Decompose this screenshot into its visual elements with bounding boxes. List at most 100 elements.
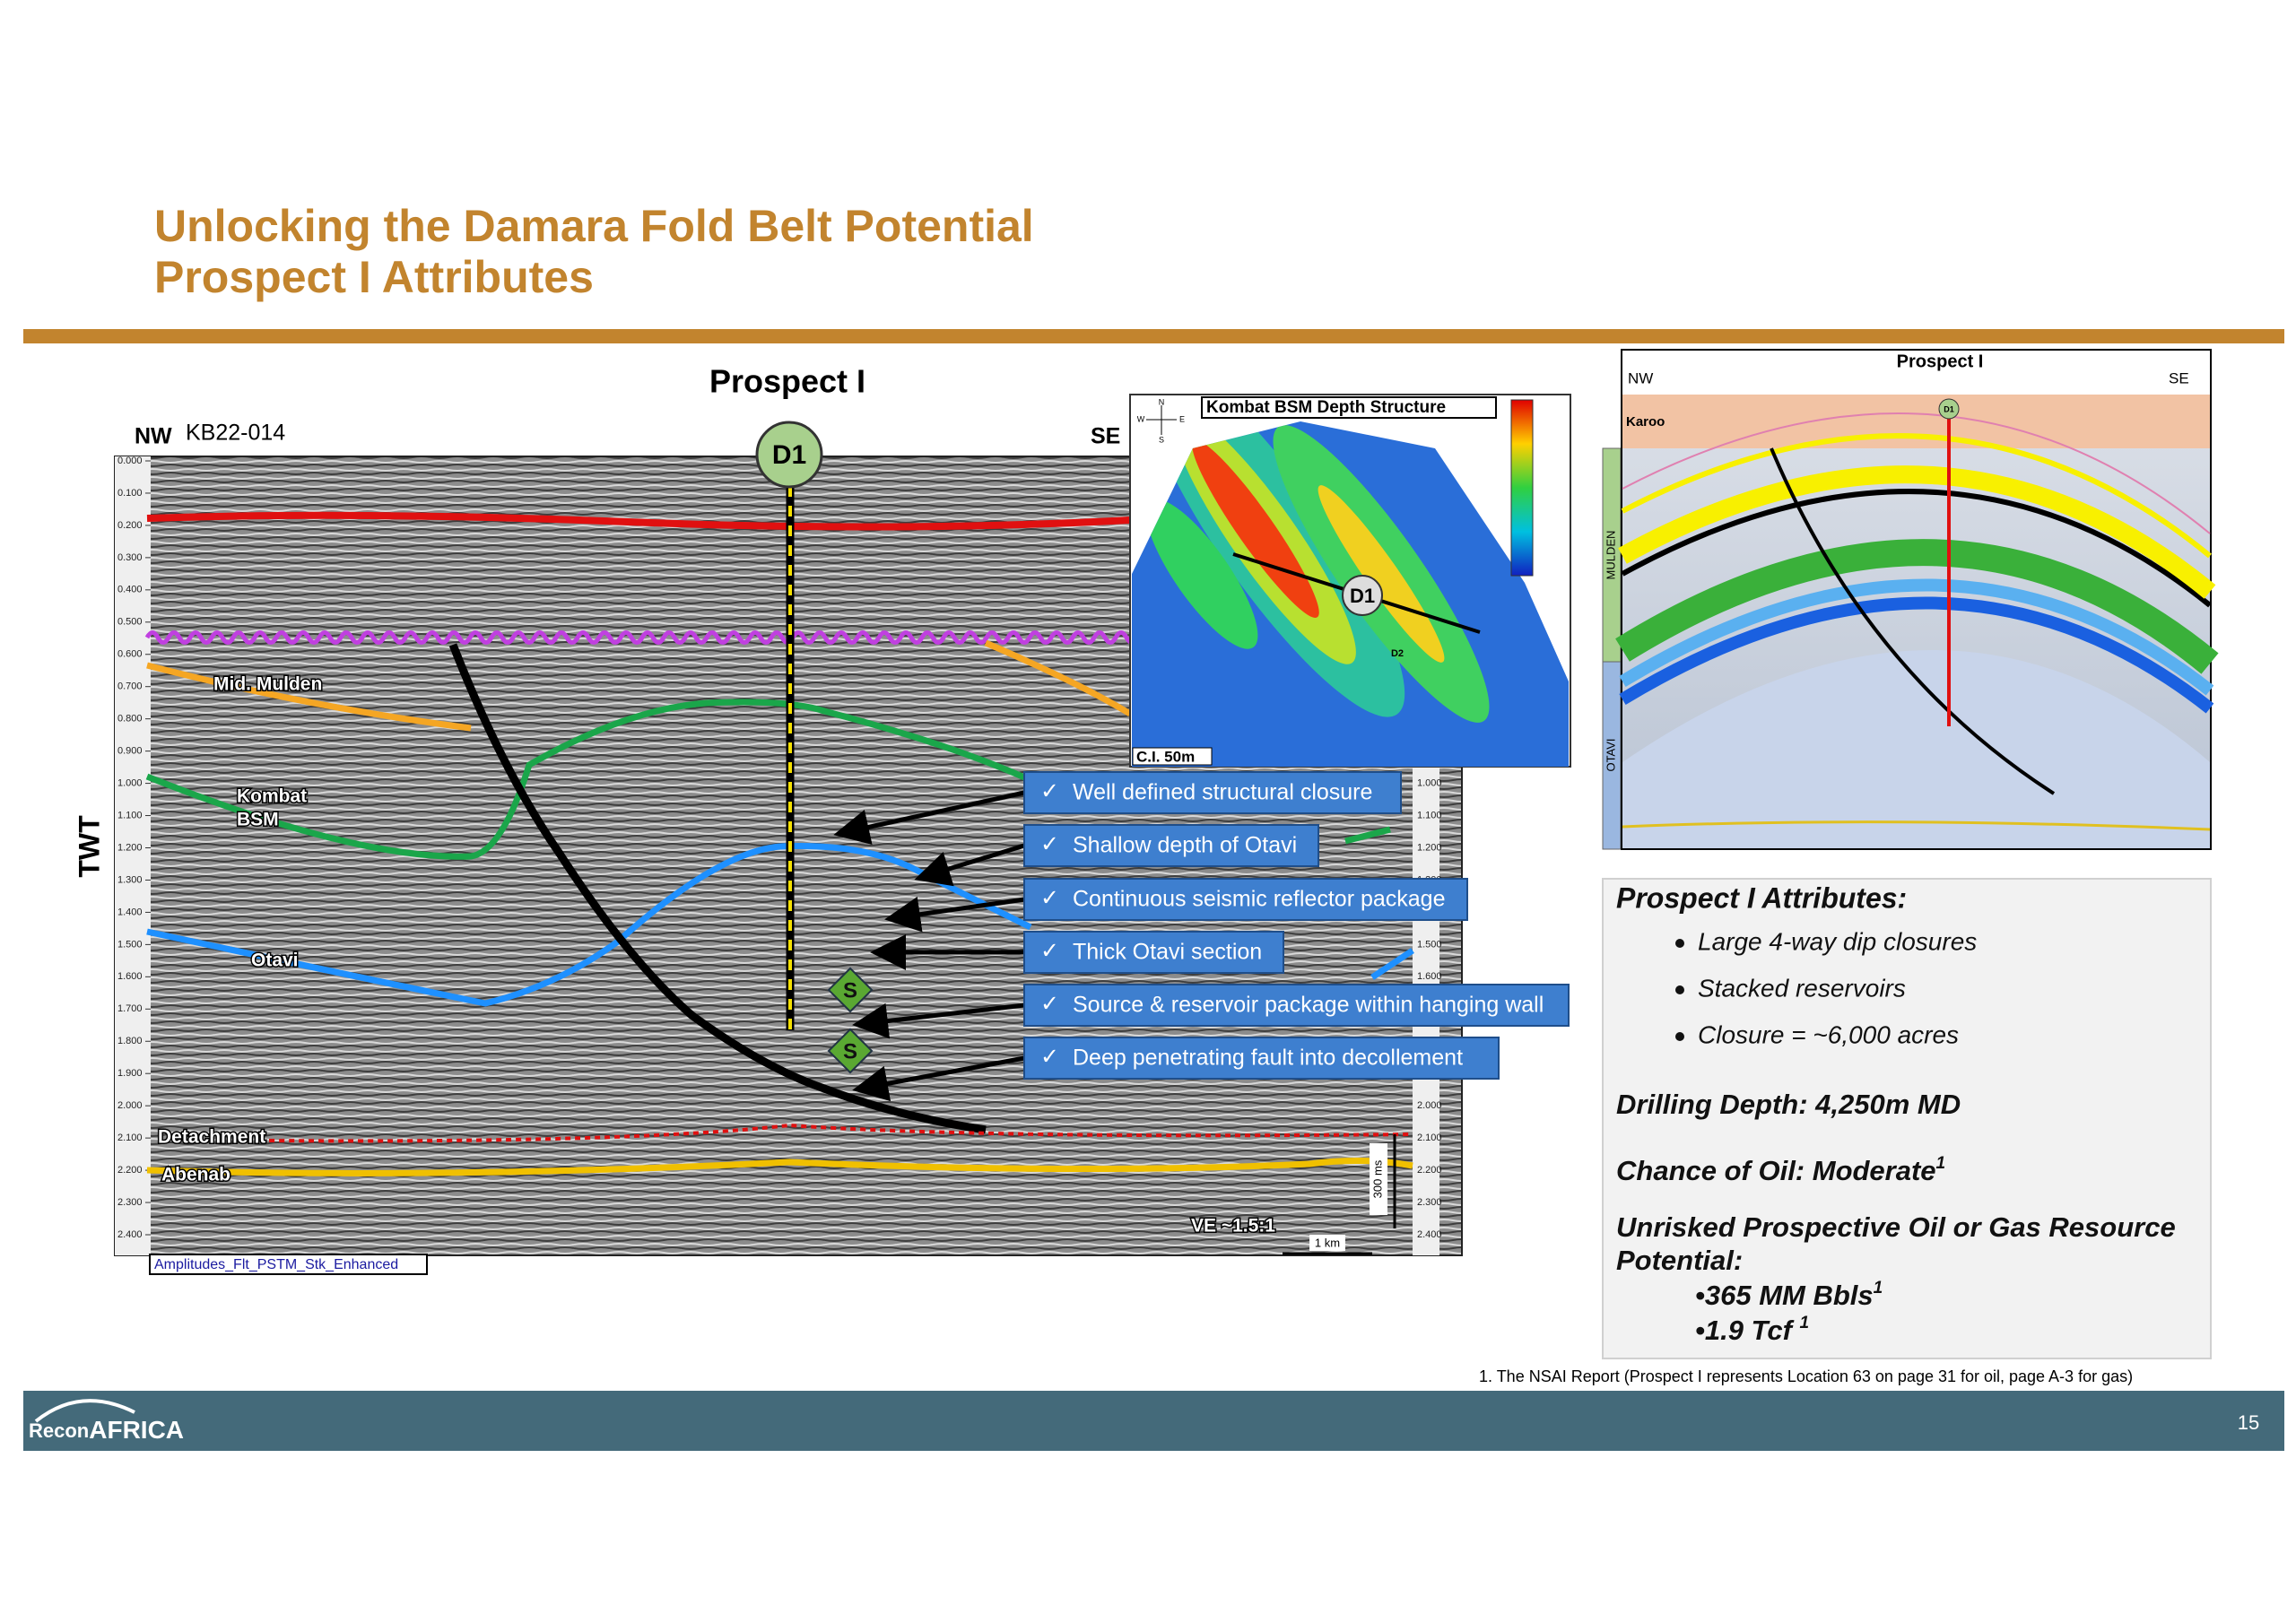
time-tick-label: 1.100 [117,810,143,820]
horizon-label: BSM [237,810,279,830]
time-tick-label: 0.700 [117,681,143,692]
horizon [984,639,1132,717]
check-item: Deep penetrating fault into decollement [1073,1046,1463,1071]
check-mark: ✓ [1040,832,1059,857]
time-tick-label: 1.700 [117,1003,143,1014]
time-tick-label: 0.000 [117,456,143,466]
subtitle: Prospect I Attributes [154,252,594,302]
check-item: Continuous seismic reflector package [1073,887,1445,912]
logo: ReconAFRICA [29,1416,184,1444]
time-tick-label: 1.500 [1417,939,1442,950]
direction: NW [1628,369,1653,386]
horizon [146,662,472,732]
svg-text:E: E [1179,414,1185,423]
time-tick-label: 0.400 [117,585,143,595]
check-item: Source & reservoir package within hangin… [1073,993,1544,1018]
well-label: D1 [772,440,806,470]
seismic-panel: Prospect I NW KB22-014 SE TWT 0.0000.100… [73,363,1463,1275]
direction: SE [1091,424,1120,449]
time-tick-label: 1.900 [117,1068,143,1079]
svg-text:S: S [1159,435,1164,444]
detachment [268,1123,1413,1143]
drilling-depth: Drilling Depth: 4,250m MD [1616,1089,1961,1120]
unit-label: Karoo [1626,414,1665,430]
time-tick-label: 1.300 [117,874,143,885]
svg-text:S: S [843,978,857,1002]
callout-arrow [884,896,1025,933]
bullet-dot [1675,1032,1684,1041]
color-bar [1510,399,1534,577]
horizon-label: Mid. Mulden [213,674,322,695]
time-tick-label: 2.100 [1417,1133,1442,1143]
direction: NW [135,424,172,449]
check-item: Well defined structural closure [1073,780,1372,805]
horizon [1344,826,1391,845]
time-tick-label: 1.600 [117,971,143,982]
well-marker [755,421,823,489]
time-tick-label: 2.400 [1417,1229,1442,1240]
cross-section: MULDEN OTAVI D1 Prospect I NW SE Karoo [1602,349,2219,850]
bullet-dot [1675,985,1684,994]
unit-label: OTAVI [1604,738,1617,771]
oil-resource: •365 MM Bbls1 [1695,1279,1883,1311]
axis-label: TWT [73,815,105,878]
title: Unlocking the Damara Fold Belt Potential [154,201,1034,251]
horizon [145,699,1032,860]
time-tick-label: 0.800 [117,714,143,725]
svg-text:S: S [843,1039,857,1063]
callout-arrow [914,843,1025,887]
header-rule [23,329,2284,343]
horizon-label: Otavi [251,950,299,971]
well-label: D1 [1350,585,1375,607]
check-mark: ✓ [1040,886,1059,911]
line-name: KB22-014 [186,421,285,446]
chance-of-oil: Chance of Oil: Moderate1 [1616,1154,1945,1186]
map-inset: D1 D2 Kombat BSM Depth Structure C.I. 50… [1129,394,1571,768]
check-mark: ✓ [1040,992,1059,1017]
ve-label: VE ~1.5:1 [1191,1216,1275,1237]
time-tick-label: 0.100 [117,488,143,499]
horizon [146,1157,1413,1176]
callout-arrow [852,1055,1025,1102]
time-tick-label: 2.100 [117,1133,143,1143]
time-tick-label: 1.200 [1417,842,1442,853]
fault [448,643,987,1134]
time-tick-label: 0.600 [117,649,143,660]
attributes-box: Prospect I Attributes: Large 4-way dip c… [1602,878,2212,1359]
gas-resource: •1.9 Tcf 1 [1695,1314,1809,1346]
resource-heading: Potential: [1616,1245,1743,1276]
time-tick-label: 2.200 [1417,1165,1442,1176]
check-box [1023,824,1319,867]
time-tick-label: 0.200 [117,520,143,531]
well-marker [1342,575,1383,616]
check-mark: ✓ [1040,939,1059,964]
seismic-title: Prospect I [709,363,865,400]
page-number: 15 [2238,1411,2259,1434]
bullet: Stacked reservoirs [1698,974,1906,1002]
time-tick-label: 1.400 [117,907,143,917]
horizon-label: Kombat [237,786,307,807]
time-tick-label: 1.000 [117,777,143,788]
time-tick-label: 0.900 [117,746,143,757]
section-title: Prospect I [1897,352,1984,371]
time-tick-label: 1.200 [117,842,143,853]
footer-bar [23,1391,2284,1451]
time-tick-label: 1.500 [117,939,143,950]
logo-swoosh [34,1399,135,1423]
time-tick-label: 1.000 [1417,777,1442,788]
time-tick-label: 0.500 [117,617,143,628]
check-item: Thick Otavi section [1073,940,1262,965]
time-tick-label: 2.200 [117,1165,143,1176]
check-box [1023,931,1284,974]
scale-label-bg [1309,1235,1345,1251]
time-tick-label: 2.000 [1417,1100,1442,1111]
time-tick-label: 1.600 [1417,971,1442,982]
direction: SE [2169,369,2189,386]
horizon [146,843,1032,1007]
time-tick-label: 2.000 [117,1100,143,1111]
volume-box [149,1254,428,1275]
horizon-label: Detachment [158,1127,265,1148]
map-title: Kombat BSM Depth Structure [1206,398,1446,417]
time-axis [115,456,151,1255]
